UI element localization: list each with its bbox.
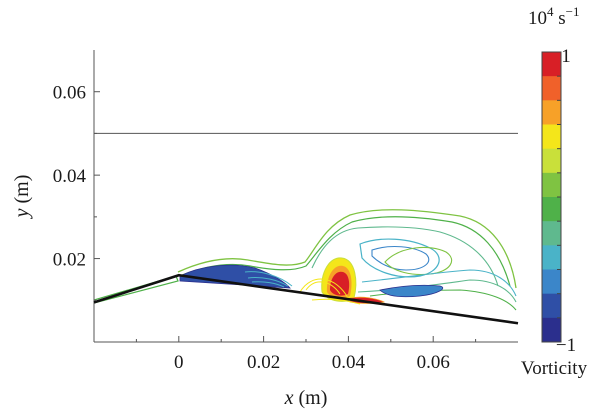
x-axis-title: x (m) <box>284 387 328 409</box>
contour-positive-rings <box>299 278 361 305</box>
colorbar-swatch <box>542 317 561 343</box>
x-tick-label: 0.06 <box>417 352 450 373</box>
contour-green-eddy <box>384 246 453 276</box>
colorbar-swatch <box>542 172 561 198</box>
colorbar-title-unit: s <box>554 8 566 29</box>
colorbar-swatch <box>542 100 561 125</box>
contour-trail-blue <box>379 284 444 298</box>
colorbar-max-label: 1 <box>561 46 571 67</box>
colorbar <box>541 51 562 343</box>
colorbar-swatch <box>542 269 561 295</box>
contour-envelope-inner <box>181 216 511 287</box>
contour-envelope-outer <box>177 209 517 289</box>
colorbar-swatch <box>542 197 561 222</box>
colorbar-swatch <box>542 52 561 77</box>
contour-field <box>94 209 517 311</box>
colorbar-title-unit-exponent: −1 <box>566 4 580 19</box>
y-axis-unit: (m) <box>11 175 33 209</box>
colorbar-title: 104 s−1 <box>528 4 580 29</box>
contour-negative-vortex-lines <box>244 271 293 288</box>
y-tick-label: 0.06 <box>53 83 86 104</box>
colorbar-swatch <box>542 245 561 270</box>
axis-ticks: 0 0.02 0.04 0.06 0.02 0.04 0.06 <box>53 83 477 373</box>
bed-profile-line <box>93 273 519 325</box>
x-tick-label: 0 <box>174 352 184 373</box>
y-tick-label: 0.02 <box>53 250 86 271</box>
y-axis-var: y <box>11 208 33 219</box>
y-tick-label: 0.04 <box>53 166 87 187</box>
colorbar-swatch <box>542 221 561 246</box>
colorbar-swatch <box>542 124 561 150</box>
colorbar-title-exponent: 4 <box>547 4 554 19</box>
contour-positive-core-inner <box>330 271 350 296</box>
contour-cyan-vortex-2 <box>371 245 430 271</box>
colorbar-caption: Vorticity <box>521 358 588 379</box>
colorbar-min-label: −1 <box>556 335 576 356</box>
colorbar-swatch <box>542 148 561 174</box>
x-axis-unit: (m) <box>294 387 328 409</box>
contour-envelope-3 <box>311 226 499 287</box>
colorbar-title-base: 10 <box>528 8 547 29</box>
x-tick-label: 0.04 <box>332 352 366 373</box>
contour-negative-vortex <box>179 264 291 289</box>
x-axis-var: x <box>284 387 294 409</box>
y-axis-title: y (m) <box>11 175 33 220</box>
colorbar-swatch <box>542 76 561 101</box>
x-tick-label: 0.02 <box>247 352 280 373</box>
contour-cyan-vortex <box>359 238 440 278</box>
colorbar-swatch <box>542 293 561 319</box>
contour-trail-1 <box>361 269 517 297</box>
